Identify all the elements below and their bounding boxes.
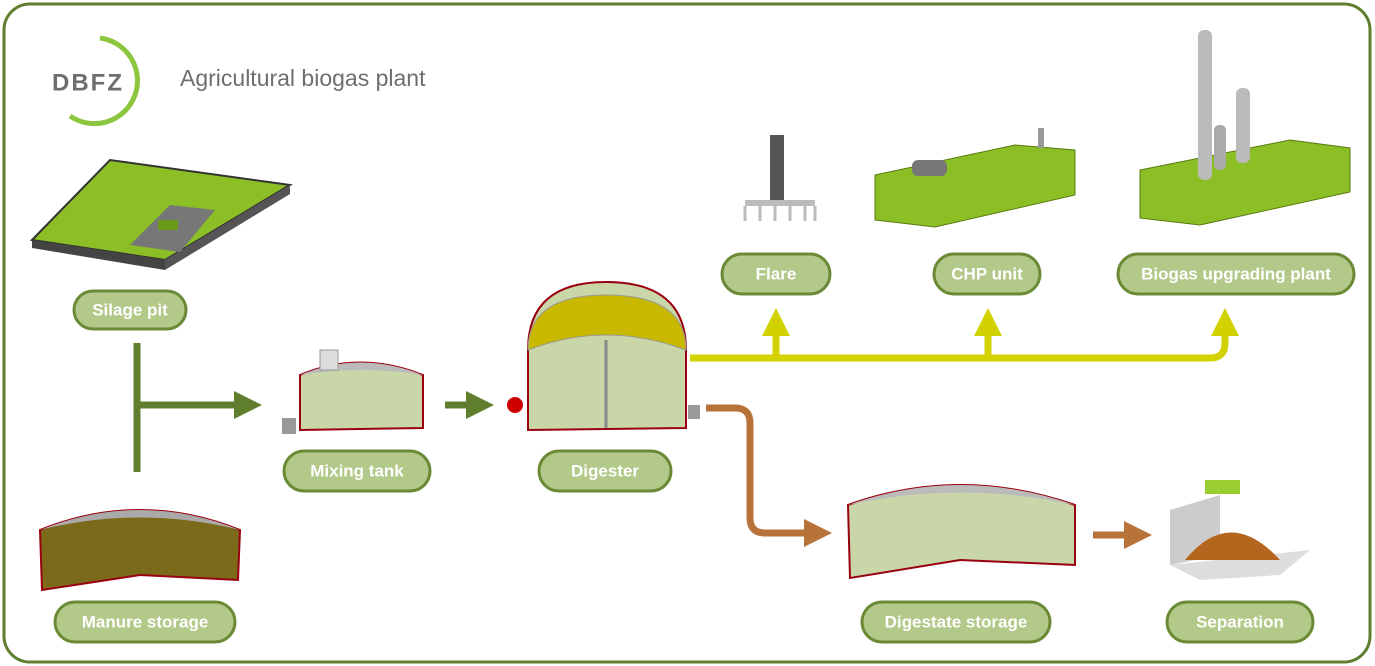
node-label: Separation bbox=[1196, 612, 1284, 631]
diagram: DBFZ Agricultural biogas plant bbox=[0, 0, 1375, 666]
node: CHP unit bbox=[934, 254, 1040, 294]
logo-text: DBFZ bbox=[52, 69, 124, 96]
node-label: Mixing tank bbox=[310, 461, 404, 480]
node-label: Flare bbox=[756, 264, 797, 283]
node: Silage pit bbox=[74, 291, 186, 329]
node: Biogas upgrading plant bbox=[1118, 254, 1354, 294]
node-label: Digester bbox=[571, 461, 639, 480]
node-label: Silage pit bbox=[92, 300, 168, 319]
node: Manure storage bbox=[55, 602, 235, 642]
node: Flare bbox=[722, 254, 830, 294]
node-label: Biogas upgrading plant bbox=[1141, 264, 1331, 283]
node: Separation bbox=[1167, 602, 1313, 642]
node: Mixing tank bbox=[284, 451, 430, 491]
node-label: Manure storage bbox=[82, 612, 209, 631]
node-label: Digestate storage bbox=[885, 612, 1028, 631]
node: Digestate storage bbox=[862, 602, 1050, 642]
node-label: CHP unit bbox=[951, 264, 1023, 283]
node: Digester bbox=[539, 451, 671, 491]
title: Agricultural biogas plant bbox=[180, 65, 426, 91]
